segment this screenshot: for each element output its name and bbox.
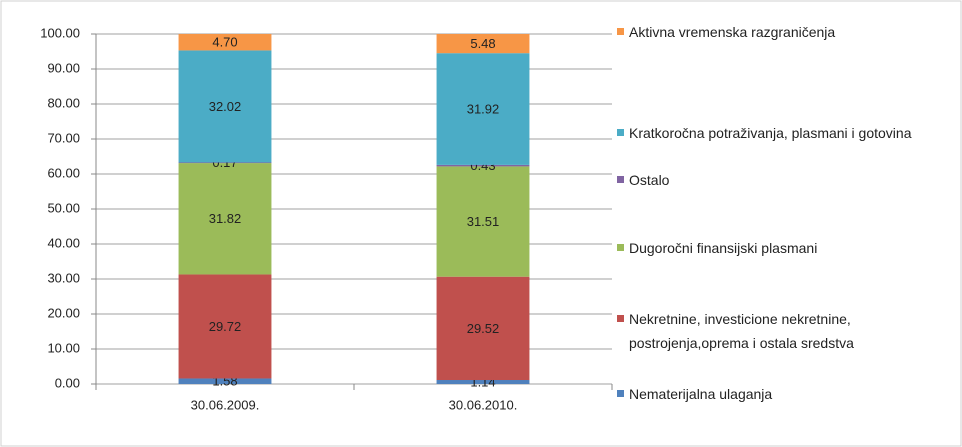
legend-swatch bbox=[617, 28, 624, 35]
legend-label: Dugoročni finansijski plasmani bbox=[629, 240, 818, 256]
legend-swatch bbox=[617, 176, 624, 183]
y-tick-label: 60.00 bbox=[47, 165, 80, 180]
bar-segment bbox=[436, 53, 530, 165]
y-tick-label: 70.00 bbox=[47, 130, 80, 145]
bar-segment bbox=[178, 163, 272, 275]
y-tick-label: 10.00 bbox=[47, 340, 80, 355]
data-label: 4.70 bbox=[212, 35, 237, 50]
y-tick-label: 100.00 bbox=[40, 25, 80, 40]
bar-segment bbox=[436, 34, 530, 54]
legend-label: Aktivna vremenska razgraničenja bbox=[629, 24, 836, 40]
data-label: 31.82 bbox=[209, 211, 242, 226]
legend-swatch bbox=[617, 129, 624, 136]
legend-item: Ostalo bbox=[617, 168, 929, 192]
legend-item: Kratkoročna potraživanja, plasmani i got… bbox=[617, 121, 929, 145]
legend-label: Ostalo bbox=[629, 172, 670, 188]
legend-item: Nematerijalna ulaganja bbox=[617, 382, 929, 406]
bar-segment bbox=[436, 380, 530, 384]
legend-item: Aktivna vremenska razgraničenja bbox=[617, 20, 929, 44]
bar-segment bbox=[178, 33, 272, 51]
data-label: 31.92 bbox=[467, 101, 500, 116]
legend-label: Nematerijalna ulaganja bbox=[629, 386, 773, 402]
bar-segment bbox=[436, 166, 530, 277]
y-tick-label: 90.00 bbox=[47, 60, 80, 75]
bar-segment bbox=[178, 274, 272, 379]
bar-segment bbox=[178, 378, 272, 384]
y-tick-label: 80.00 bbox=[47, 95, 80, 110]
data-label: 29.52 bbox=[467, 321, 500, 336]
data-label: 31.51 bbox=[467, 214, 500, 229]
legend-swatch bbox=[617, 315, 624, 322]
data-label: 5.48 bbox=[470, 36, 495, 51]
y-tick-label: 30.00 bbox=[47, 270, 80, 285]
bar-segment bbox=[178, 50, 272, 163]
bar-segment bbox=[436, 276, 530, 381]
data-label: 29.72 bbox=[209, 319, 242, 334]
bar-segment bbox=[178, 162, 272, 164]
x-tick-label: 30.06.2009. bbox=[191, 397, 260, 412]
y-tick-label: 20.00 bbox=[47, 305, 80, 320]
y-tick-label: 0.00 bbox=[55, 375, 80, 390]
legend-swatch bbox=[617, 244, 624, 251]
data-label: 32.02 bbox=[209, 99, 242, 114]
legend-item: Dugoročni finansijski plasmani bbox=[617, 236, 929, 260]
y-tick-label: 40.00 bbox=[47, 235, 80, 250]
legend-label: Nekretnine, investicione nekretnine, pos… bbox=[629, 311, 854, 351]
legend-label: Kratkoročna potraživanja, plasmani i got… bbox=[629, 125, 912, 141]
x-tick-label: 30.06.2010. bbox=[449, 397, 518, 412]
legend-item: Nekretnine, investicione nekretnine, pos… bbox=[617, 307, 929, 355]
bar-segment bbox=[436, 164, 530, 167]
legend-swatch bbox=[617, 390, 624, 397]
y-tick-label: 50.00 bbox=[47, 200, 80, 215]
